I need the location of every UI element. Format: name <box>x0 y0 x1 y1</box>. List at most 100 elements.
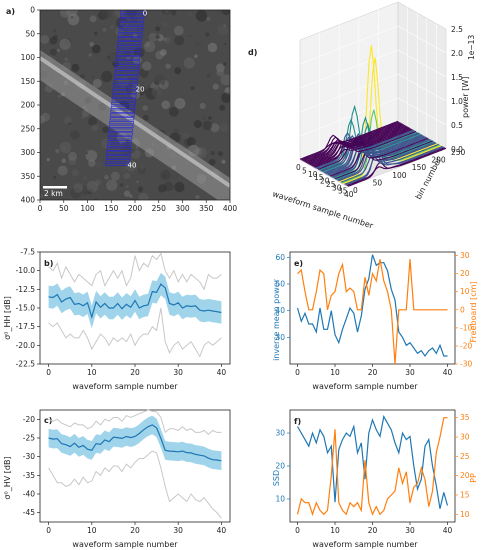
xtick-label: 10 <box>330 368 340 377</box>
d-xtick-label: 35 <box>338 187 348 196</box>
track-footprint <box>111 98 137 102</box>
xtick-label: 0 <box>46 368 51 377</box>
c-ylabel: σ⁰_HV [dB] <box>3 456 12 499</box>
track-footprint <box>110 109 135 113</box>
waveform-curve <box>317 130 417 170</box>
track-footprint <box>119 18 145 22</box>
waveform-curve <box>323 134 423 174</box>
track-footprint <box>120 14 145 18</box>
ytick-label: 30 <box>275 429 285 438</box>
track-footprint <box>112 94 137 98</box>
track-footprint <box>105 159 131 163</box>
track-footprint <box>107 140 132 144</box>
d-ytick-label: 50 <box>373 178 383 187</box>
track-footprint <box>115 56 141 60</box>
track-footprint <box>109 117 135 121</box>
ytick-right-label: -20 <box>460 341 472 350</box>
e-ylabel-right: Freeboard [cm] <box>469 281 478 342</box>
b-max-line <box>48 252 222 291</box>
ytick-label: -22.5 <box>16 360 36 369</box>
d-ytick-label: 200 <box>431 156 446 165</box>
e-xlabel: waveform sample number <box>312 382 418 391</box>
ytick-label: -10.0 <box>16 266 36 275</box>
waveform-curve <box>332 138 431 179</box>
d-ytick-label: 100 <box>392 171 407 180</box>
waveform-curve <box>337 141 436 181</box>
track-footprint <box>113 79 139 83</box>
d-xlabel: waveform sample number <box>271 189 374 230</box>
scalebar-label: 2 km <box>44 189 63 198</box>
ytick-right-label: 10 <box>460 510 470 519</box>
xtick-label: 0 <box>46 526 51 535</box>
waveform-curve <box>308 125 407 165</box>
xtick-label: 20 <box>368 526 378 535</box>
ytick-label: -25 <box>23 434 35 443</box>
track-footprint <box>118 26 144 30</box>
track-footprint <box>117 41 142 45</box>
panel-b: b) 0 10 20 30 40 -7.5 -10.0 -12.5 -15.0 -17.5 -20.… <box>3 248 231 391</box>
waveform-curve <box>310 126 409 166</box>
panel-a: a) 0 20 40 2 km 0 50 100 150 200 250 300 350 400 0… <box>6 6 237 214</box>
track-label: 40 <box>128 161 137 169</box>
ytick-right-label: 30 <box>460 433 470 442</box>
xtick-label: 30 <box>173 368 183 377</box>
e-ylabel-left: inverse mean power <box>272 278 281 361</box>
xtick-label: 20 <box>368 368 378 377</box>
d-ztick-label: 0.0 <box>451 145 463 154</box>
waveform-curve <box>309 126 408 166</box>
track-footprint <box>120 10 145 14</box>
d-xtick-label: 30 <box>332 183 342 192</box>
d-ztick-label: 2.5 <box>451 25 463 34</box>
xtick-label: 40 <box>217 526 227 535</box>
ytick-label: -7.5 <box>20 248 35 257</box>
d-xtick-label: 15 <box>314 173 324 182</box>
satellite-image <box>40 10 230 200</box>
panel-e: e) 0 10 20 30 40 30 40 50 60 -30 -20 -10 0 10 20 30 wav… <box>272 251 478 391</box>
ytick-right-label: 0 <box>460 305 465 314</box>
track-footprint <box>116 52 141 56</box>
a-xtick-label: 250 <box>152 204 167 213</box>
ytick-right-label: 30 <box>460 251 470 260</box>
d-xtick-label: 5 <box>302 166 307 175</box>
a-xtick-label: 100 <box>80 204 95 213</box>
track-footprint <box>115 64 140 68</box>
d-xtick-label: 10 <box>308 170 318 179</box>
waveform-curve <box>322 104 421 173</box>
f-right-series <box>296 417 448 517</box>
track-footprint <box>113 75 139 79</box>
a-ytick-label: 100 <box>21 53 36 62</box>
track-footprint <box>117 37 143 41</box>
ytick-label: -35 <box>23 471 35 480</box>
xtick-label: 20 <box>130 526 140 535</box>
xtick-label: 30 <box>405 526 415 535</box>
xtick-label: 0 <box>295 526 300 535</box>
ytick-label: 20 <box>275 462 285 471</box>
a-ytick-label: 350 <box>21 172 36 181</box>
ytick-right-label: -10 <box>460 323 472 332</box>
a-xtick-label: 350 <box>199 204 214 213</box>
panel-c: c) 0 10 20 30 40 -20 -25 -30 -35 -40 -45 waveform … <box>3 409 231 549</box>
waveform-curve <box>305 124 405 164</box>
a-xtick-label: 200 <box>128 204 143 213</box>
ytick-right-label: 25 <box>460 452 470 461</box>
a-xtick-label: 300 <box>175 204 190 213</box>
track-footprint <box>118 29 143 33</box>
ytick-label: 60 <box>275 253 285 262</box>
waveform-curve <box>307 124 406 164</box>
xtick-label: 40 <box>217 368 227 377</box>
xtick-label: 10 <box>330 526 340 535</box>
d-xtick-label: 25 <box>326 180 336 189</box>
xtick-label: 10 <box>87 526 97 535</box>
ytick-right-label: 35 <box>460 413 470 422</box>
waveform-curve <box>299 120 399 160</box>
d-ztick-label: 1.0 <box>451 97 463 106</box>
c-std-band <box>48 415 222 471</box>
track-footprint <box>116 45 142 49</box>
b-mean-line <box>48 283 222 320</box>
b-ylabel: σ⁰_HH [dB] <box>3 296 12 340</box>
ytick-right-label: -30 <box>460 360 472 369</box>
d-xtick-label: 0 <box>296 163 301 172</box>
xtick-label: 20 <box>130 368 140 377</box>
track-footprint <box>112 90 137 94</box>
